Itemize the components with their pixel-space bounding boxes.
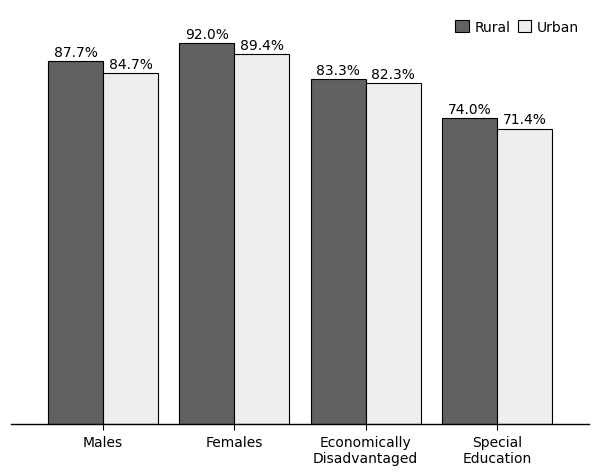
- Bar: [497, 129, 552, 425]
- Bar: [365, 84, 421, 425]
- Text: 71.4%: 71.4%: [503, 113, 547, 127]
- Bar: [442, 119, 497, 425]
- Text: 92.0%: 92.0%: [185, 28, 229, 42]
- Bar: [48, 62, 103, 425]
- Text: 84.7%: 84.7%: [109, 58, 152, 72]
- Text: 89.4%: 89.4%: [240, 39, 284, 53]
- Bar: [179, 44, 235, 425]
- Bar: [235, 55, 289, 425]
- Bar: [103, 74, 158, 425]
- Text: 83.3%: 83.3%: [316, 64, 360, 78]
- Legend: Rural, Urban: Rural, Urban: [452, 18, 582, 38]
- Text: 87.7%: 87.7%: [53, 46, 97, 60]
- Text: 82.3%: 82.3%: [371, 68, 415, 82]
- Text: 74.0%: 74.0%: [448, 102, 491, 117]
- Bar: [311, 80, 365, 425]
